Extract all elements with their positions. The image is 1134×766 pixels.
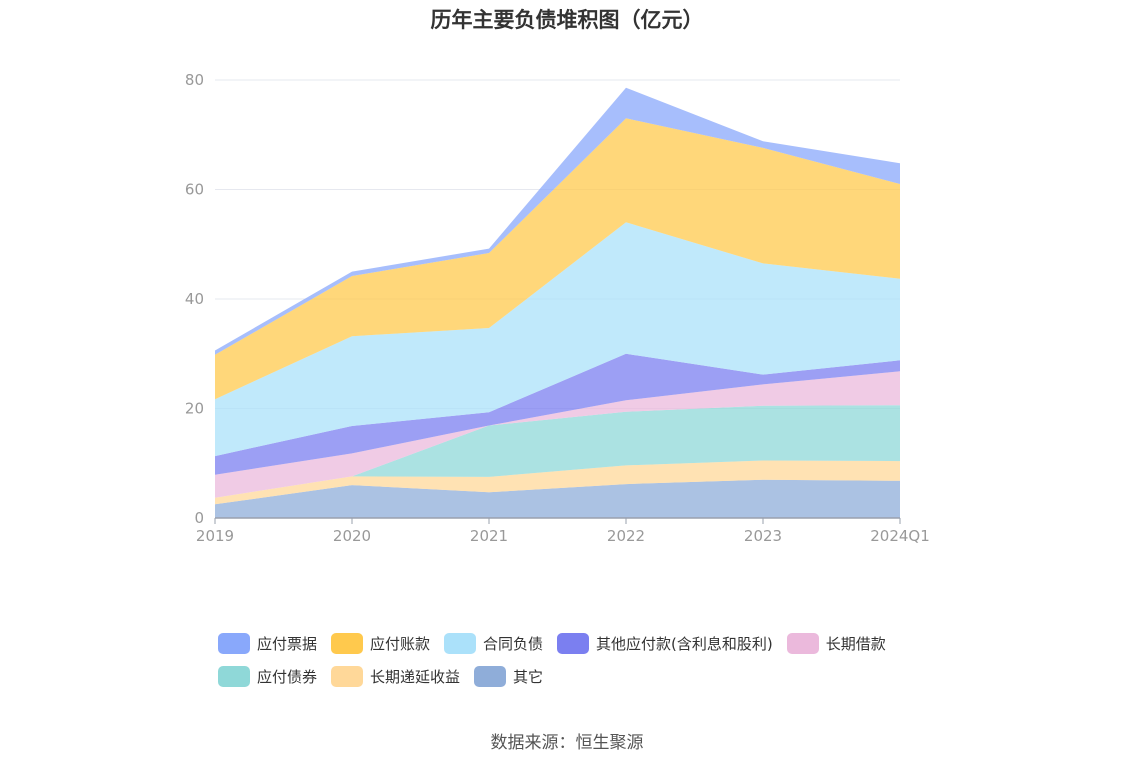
legend-swatch <box>444 632 477 654</box>
area-series-0 <box>215 479 900 518</box>
y-tick-label-20: 20 <box>185 400 204 418</box>
legend-swatch <box>218 632 250 654</box>
area-series-2 <box>215 405 900 498</box>
legend-label: 其他应付款(含利息和股利) <box>596 634 773 653</box>
legend-item[interactable]: 合同负债 <box>444 632 544 654</box>
x-tick-label-2021: 2021 <box>470 527 508 545</box>
legend-row-2: 应付债券 长期递延收益 其它 <box>218 663 938 689</box>
area-series-1 <box>215 460 900 505</box>
legend-row-1: 应付票据 应付账款 合同负债 其他应付款(含利息和股利) 长期借款 <box>218 630 938 656</box>
y-tick-label-40: 40 <box>185 290 204 308</box>
area-series-3 <box>215 371 900 498</box>
legend-swatch <box>331 632 364 654</box>
stacked-area-chart: 0 20 40 60 80 2019 2020 2021 2022 2023 2024Q1 <box>185 71 930 545</box>
legend-item[interactable]: 应付债券 <box>218 665 318 687</box>
x-tick-label-2024Q1: 2024Q1 <box>870 527 930 545</box>
legend-swatch <box>331 665 364 687</box>
x-tick-label-2022: 2022 <box>607 527 645 545</box>
legend-label: 合同负债 <box>483 634 544 653</box>
area-series-5 <box>215 222 900 457</box>
legend-item[interactable]: 长期借款 <box>786 632 886 654</box>
legend-item[interactable]: 其它 <box>474 665 544 687</box>
legend-label: 应付票据 <box>257 634 318 653</box>
legend-label: 长期借款 <box>825 634 886 653</box>
legend-label: 其它 <box>513 667 544 686</box>
legend-swatch <box>218 665 250 687</box>
legend-label: 长期递延收益 <box>370 667 461 686</box>
legend-swatch <box>474 665 507 687</box>
legend-item[interactable]: 其他应付款(含利息和股利) <box>557 632 773 654</box>
x-tick-label-2023: 2023 <box>744 527 782 545</box>
legend-item[interactable]: 应付账款 <box>331 632 431 654</box>
legend-swatch <box>786 632 819 654</box>
legend-item[interactable]: 长期递延收益 <box>331 665 461 687</box>
legend-label: 应付账款 <box>370 634 431 653</box>
chart-legend: 应付票据 应付账款 合同负债 其他应付款(含利息和股利) 长期借款 应付债券 长期递延收益… <box>218 630 938 696</box>
x-tick-label-2020: 2020 <box>333 527 371 545</box>
x-tick-label-2019: 2019 <box>196 527 234 545</box>
chart-title: 历年主要负债堆积图（亿元） <box>430 8 704 32</box>
y-tick-label-80: 80 <box>185 71 204 89</box>
area-series-6 <box>215 118 900 400</box>
legend-item[interactable]: 应付票据 <box>218 632 318 654</box>
data-source-note: 数据来源：恒生聚源 <box>490 733 644 753</box>
area-series-4 <box>215 353 900 475</box>
legend-label: 应付债券 <box>257 667 318 686</box>
y-tick-label-60: 60 <box>185 181 204 199</box>
y-tick-label-0: 0 <box>194 509 204 527</box>
legend-swatch <box>557 632 590 654</box>
